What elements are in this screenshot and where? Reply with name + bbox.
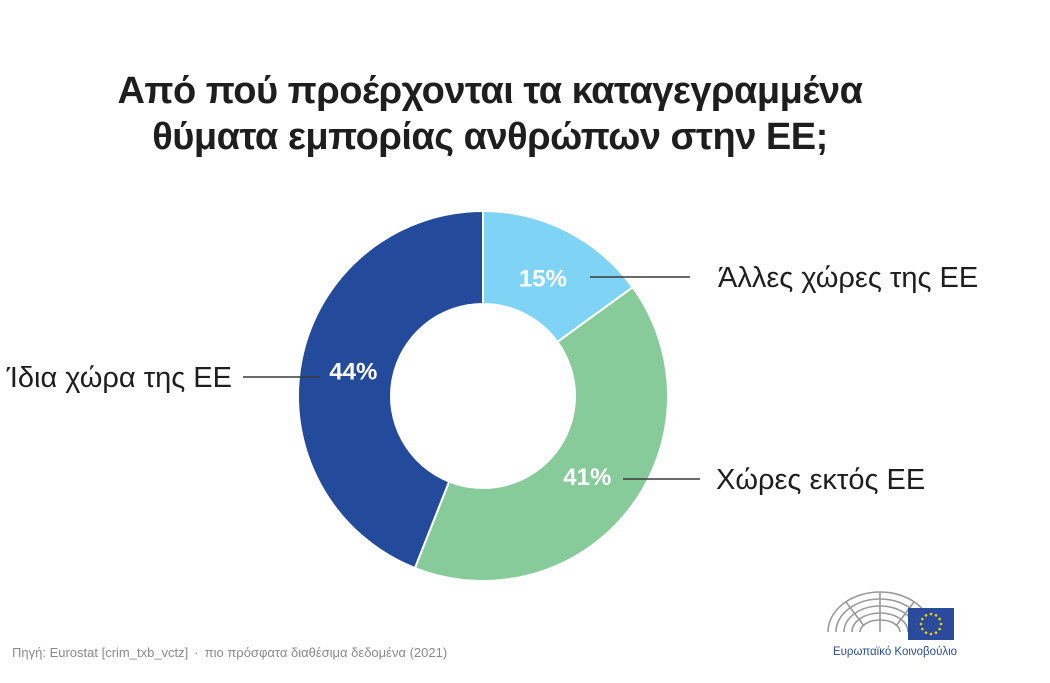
european-parliament-hemicycle-icon xyxy=(827,591,954,640)
logo-text: Ευρωπαϊκό Κοινοβούλιο xyxy=(832,646,958,658)
leader-lines xyxy=(243,276,700,480)
slice-category-label: Ίδια χώρα της ΕΕ xyxy=(6,362,232,394)
star-icon xyxy=(924,631,928,634)
star-icon xyxy=(939,622,943,626)
source-data-note: πιο πρόσφατα διαθέσιμα δεδομένα (2021) xyxy=(204,645,448,660)
chart-title-line-2: θύματα εμπορίας ανθρώπων στην ΕΕ; xyxy=(152,116,828,158)
star-icon xyxy=(919,622,923,626)
slice-value-label: 44% xyxy=(329,358,377,385)
donut-slice xyxy=(297,209,484,570)
star-icon xyxy=(921,627,924,631)
star-icon xyxy=(929,632,933,636)
star-icon xyxy=(929,612,933,616)
chart-title-line-1: Από πού προέρχονται τα καταγεγραμμένα xyxy=(117,70,863,112)
star-icon xyxy=(938,617,941,621)
european-parliament-logo: Ευρωπαϊκό Κοινοβούλιο xyxy=(820,582,970,662)
star-icon xyxy=(921,617,924,621)
source-separator: · xyxy=(194,645,199,660)
star-icon xyxy=(934,631,938,634)
chart-title: Από πού προέρχονται τα καταγεγραμμένα θύ… xyxy=(60,68,920,160)
donut-slice xyxy=(482,209,635,344)
slice-value-label: 41% xyxy=(563,464,611,491)
donut-slices xyxy=(297,209,669,582)
star-icon xyxy=(938,627,941,631)
source-text: Πηγή: Eurostat [crim_txb_vctz] xyxy=(12,645,189,660)
slice-category-label: Χώρες εκτός ΕΕ xyxy=(716,464,925,496)
chart-labels: 15% Άλλες χώρες της ΕΕ 41% Χώρες εκτός ΕΕ 44… xyxy=(6,262,978,496)
slice-category-label: Άλλες χώρες της ΕΕ xyxy=(718,262,978,294)
source-note: Πηγή: Eurostat [crim_txb_vctz] · πιο πρόσφ… xyxy=(12,645,447,660)
star-icon xyxy=(934,614,938,617)
donut-slice xyxy=(413,285,669,582)
star-icon xyxy=(924,614,928,617)
slice-value-label: 15% xyxy=(519,265,567,292)
